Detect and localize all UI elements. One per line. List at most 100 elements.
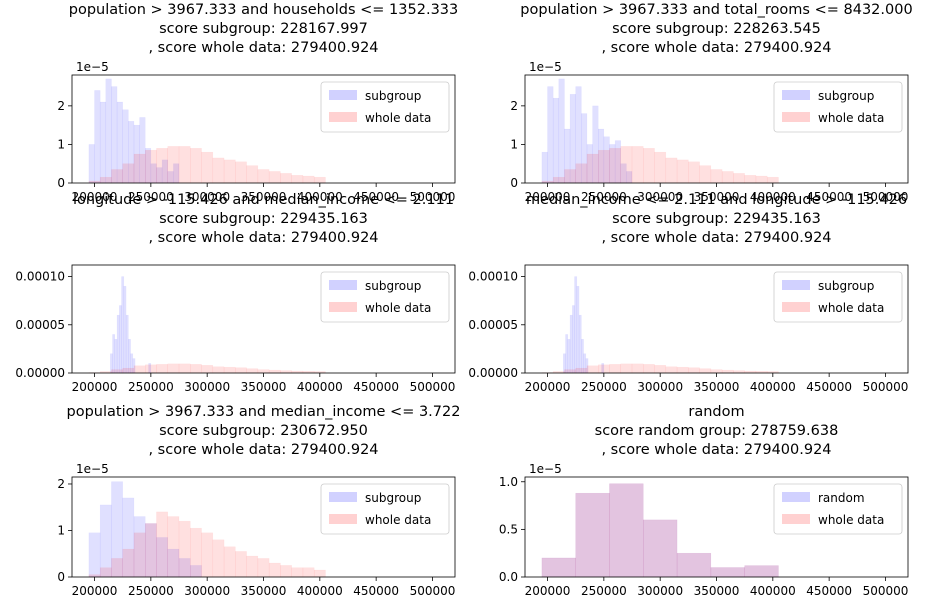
x-tick-label: 450000	[806, 584, 852, 598]
legend-swatch	[782, 90, 810, 100]
histogram-bar	[631, 146, 644, 184]
series-subgroup	[88, 78, 180, 184]
legend-swatch	[329, 280, 357, 290]
legend-label: subgroup	[365, 279, 421, 293]
histogram-bar	[122, 163, 135, 184]
histogram-bar	[223, 366, 236, 374]
legend-swatch	[782, 302, 810, 312]
chart-title-line: , score whole data: 279400.924	[601, 442, 831, 458]
chart-title-line: score random group: 278759.638	[595, 423, 839, 439]
legend-swatch	[329, 112, 357, 122]
y-tick-label: 0.0	[499, 570, 518, 584]
histogram-bar	[223, 159, 236, 184]
histogram-bar	[167, 146, 180, 184]
histogram-bar	[609, 483, 644, 578]
histogram-bar	[586, 153, 599, 184]
histogram-bar	[111, 169, 123, 184]
chart-title-line: score subgroup: 229435.163	[159, 211, 368, 227]
histogram-bar	[721, 171, 734, 184]
chart-title-line: , score whole data: 279400.924	[601, 40, 831, 56]
y-tick-label: 0.00000	[15, 366, 65, 380]
histogram-bar	[99, 567, 112, 578]
histogram-bar	[112, 334, 116, 374]
histogram-bar	[744, 175, 757, 184]
legend-box	[320, 271, 450, 323]
histogram-bar	[212, 539, 225, 578]
x-tick-label: 200000	[525, 584, 571, 598]
histogram-bar	[552, 97, 560, 184]
series-whole-data	[88, 363, 326, 374]
legend: random whole data	[773, 483, 903, 535]
histogram-bar	[156, 364, 168, 374]
histogram-bar	[116, 314, 120, 374]
histogram-bar	[643, 519, 678, 578]
histogram-bar	[246, 368, 259, 374]
x-tick-label: 350000	[694, 380, 740, 394]
x-tick-label: 400000	[750, 190, 796, 204]
histogram-bar	[178, 520, 191, 578]
x-tick-label: 300000	[637, 380, 683, 394]
histogram-bar	[111, 369, 123, 374]
histogram-bar	[620, 146, 633, 184]
histogram-bar	[190, 364, 202, 374]
legend-box	[773, 81, 903, 133]
legend-label: subgroup	[365, 491, 421, 505]
x-tick-label: 350000	[241, 584, 287, 598]
y-tick-label: 0	[510, 176, 518, 190]
histogram-bar	[280, 565, 292, 578]
histogram-bar	[688, 161, 700, 184]
histogram-bar	[122, 367, 135, 374]
histogram-bar	[201, 151, 214, 184]
histogram-bar	[710, 369, 723, 374]
histogram-bar	[575, 492, 610, 578]
histogram-bar	[212, 366, 225, 374]
histogram-bar	[99, 176, 112, 184]
legend-box	[320, 81, 450, 133]
chart-title-line: score subgroup: 228263.545	[612, 21, 821, 37]
legend-swatch	[329, 302, 357, 312]
histogram-bar	[280, 173, 292, 184]
legend-label: subgroup	[365, 89, 421, 103]
x-tick-label: 450000	[806, 380, 852, 394]
histogram-bar	[699, 165, 712, 184]
histogram-bar	[676, 366, 689, 374]
legend: subgroup whole data	[320, 271, 450, 323]
histogram-bar	[88, 532, 101, 578]
x-tick-label: 400000	[750, 380, 796, 394]
histogram-bar	[766, 176, 779, 184]
x-tick-label: 200000	[72, 380, 118, 394]
histogram-bar	[291, 175, 304, 184]
histogram-bar	[133, 153, 146, 184]
chart-title-line: , score whole data: 279400.924	[148, 40, 378, 56]
histogram-bar	[565, 334, 569, 374]
legend-swatch	[782, 280, 810, 290]
x-tick-label: 350000	[241, 190, 287, 204]
x-tick-label: 500000	[863, 190, 909, 204]
histogram-bar	[313, 176, 326, 184]
legend-label: random	[818, 491, 865, 505]
legend-label: whole data	[818, 513, 884, 527]
histogram-bar	[654, 365, 667, 374]
histogram-bar	[609, 364, 621, 374]
y-tick-label: 0.00000	[468, 366, 518, 380]
chart-title-line: score subgroup: 230672.950	[159, 423, 368, 439]
histogram-bar	[572, 305, 575, 374]
chart-title-line: population > 3967.333 and total_rooms <=…	[520, 2, 912, 18]
chart-panel-2: population > 3967.333 and total_rooms <=…	[510, 2, 912, 204]
chart-title-line: random	[688, 404, 744, 420]
histogram-bar	[676, 159, 689, 184]
x-tick-label: 300000	[637, 584, 683, 598]
x-tick-label: 400000	[297, 380, 343, 394]
chart-title-line: longitude > -115.426 and median_income <…	[73, 192, 454, 208]
legend-label: subgroup	[818, 89, 874, 103]
y-tick-label: 0.00005	[468, 318, 518, 332]
histogram-bar	[99, 504, 112, 578]
series-subgroup	[541, 483, 779, 578]
x-tick-label: 350000	[694, 190, 740, 204]
x-tick-label: 500000	[410, 190, 456, 204]
histogram-bar	[114, 339, 118, 374]
histogram-bar	[609, 148, 621, 184]
chart-title-line: median_income <= 2.111 and longitude > -…	[526, 192, 907, 208]
x-tick-label: 300000	[184, 190, 230, 204]
histogram-bar	[643, 364, 655, 374]
